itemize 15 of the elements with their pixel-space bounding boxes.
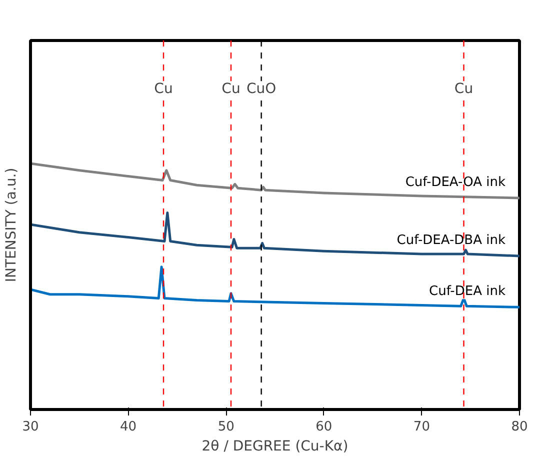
ref-line-label: Cu [222, 81, 240, 98]
ref-line-label: Cu [154, 81, 173, 98]
ref-line-label: CuO [246, 81, 276, 98]
x-tick-label: 70 [413, 420, 430, 434]
x-tick-label: 30 [22, 420, 39, 434]
series-label: Cuf-DEA-DBA ink [396, 232, 506, 248]
x-tick-label: 40 [120, 420, 137, 434]
y-axis-title: INTENSITY (a.u.) [4, 168, 20, 282]
x-tick-label: 60 [316, 420, 332, 434]
series-label: Cuf-DEA ink [429, 284, 506, 300]
x-tick-label: 80 [511, 420, 528, 434]
ref-line-label: Cu [454, 81, 474, 98]
series-label: Cuf-DEA-OA ink [405, 174, 506, 190]
x-axis-title: 2θ / DEGREE (Cu-Kα) [202, 438, 348, 454]
x-tick-label: 50 [218, 420, 234, 434]
